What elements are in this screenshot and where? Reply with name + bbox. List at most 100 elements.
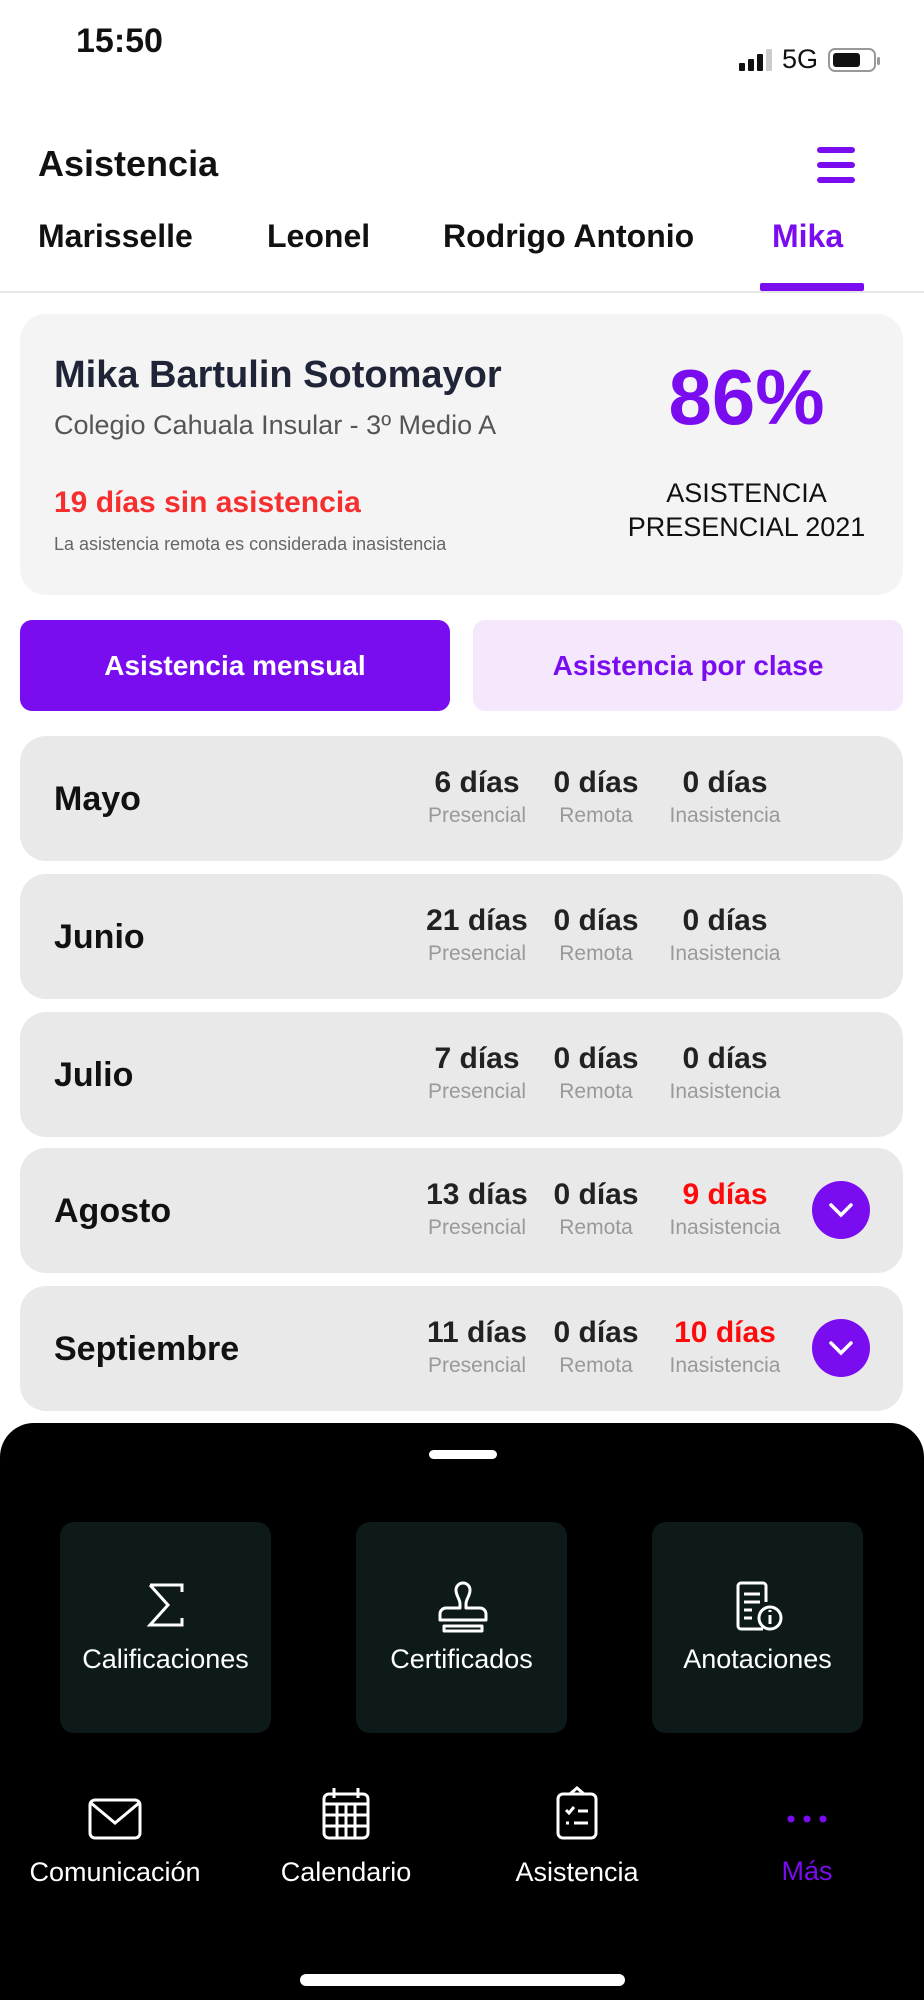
hamburger-menu-icon[interactable] (817, 147, 855, 183)
remota-column: 0 días Remota (531, 766, 661, 828)
remota-column: 0 días Remota (531, 904, 661, 966)
remote-note: La asistencia remota es considerada inas… (54, 534, 447, 554)
monthly-attendance-button[interactable]: Asistencia mensual (20, 620, 450, 711)
sheet-drag-handle[interactable] (429, 1450, 497, 1459)
attendance-percentage-label: ASISTENCIA PRESENCIAL 2021 (620, 476, 873, 544)
document-info-icon (736, 1581, 783, 1631)
presencial-value: 11 días (426, 1316, 528, 1349)
presencial-value: 13 días (426, 1178, 528, 1211)
month-row-junio: Junio 21 días Presencial 0 días Remota 0 días… (20, 874, 903, 999)
remota-value: 0 días (553, 1178, 639, 1211)
calendar-icon (322, 1788, 370, 1840)
presencial-column: 13 días Presencial (412, 1178, 542, 1240)
inasistencia-value: 0 días (682, 1042, 768, 1075)
remota-label: Remota (559, 1080, 633, 1103)
remota-column: 0 días Remota (531, 1316, 661, 1378)
nav-calendario[interactable]: Calendario (246, 1786, 446, 1888)
inasistencia-value: 9 días (682, 1178, 768, 1211)
month-row-mayo: Mayo 6 días Presencial 0 días Remota 0 días In… (20, 736, 903, 861)
chevron-down-icon[interactable] (812, 1181, 870, 1239)
remota-column: 0 días Remota (531, 1042, 661, 1104)
network-label: 5G (781, 44, 818, 74)
remota-value: 0 días (553, 904, 639, 937)
presencial-label: Presencial (427, 1216, 527, 1239)
tile-label: Calificaciones (82, 1644, 249, 1674)
month-name: Junio (54, 918, 145, 956)
presencial-column: 21 días Presencial (412, 904, 542, 966)
anotaciones-tile[interactable]: Anotaciones (652, 1522, 863, 1733)
inasistencia-label: Inasistencia (669, 942, 781, 965)
tab-rodrigo-antonio[interactable]: Rodrigo Antonio (443, 218, 695, 254)
tab-marisselle[interactable]: Marisselle (38, 218, 193, 254)
inasistencia-value: 0 días (682, 766, 768, 799)
inasistencia-column: 0 días Inasistencia (660, 766, 790, 828)
presencial-value: 7 días (434, 1042, 520, 1075)
percentage-label-line1: ASISTENCIA (666, 478, 827, 508)
inasistencia-label: Inasistencia (669, 1354, 781, 1377)
student-tabs: Marisselle Leonel Rodrigo Antonio Mika (0, 218, 924, 293)
nav-asistencia[interactable]: Asistencia (477, 1786, 677, 1888)
attendance-percentage: 86% (668, 353, 825, 441)
nav-mas[interactable]: Más (707, 1811, 907, 1887)
remota-label: Remota (559, 942, 633, 965)
month-name: Julio (54, 1056, 134, 1094)
tab-leonel[interactable]: Leonel (267, 218, 371, 254)
calificaciones-tile[interactable]: Calificaciones (60, 1522, 271, 1733)
student-summary-card: Mika Bartulin Sotomayor Colegio Cahuala … (20, 314, 903, 595)
nav-comunicacion[interactable]: Comunicación (15, 1798, 215, 1888)
presencial-value: 6 días (434, 766, 520, 799)
inasistencia-column: 0 días Inasistencia (660, 1042, 790, 1104)
inasistencia-column: 0 días Inasistencia (660, 904, 790, 966)
inasistencia-column: 10 días Inasistencia (660, 1316, 790, 1378)
nav-label: Comunicación (29, 1857, 201, 1887)
remota-value: 0 días (553, 1042, 639, 1075)
remota-value: 0 días (553, 766, 639, 799)
class-attendance-button[interactable]: Asistencia por clase (473, 620, 903, 711)
active-tab-indicator (760, 283, 864, 291)
status-time: 15:50 (76, 22, 163, 60)
remota-value: 0 días (553, 1316, 639, 1349)
nav-label: Asistencia (515, 1857, 639, 1887)
month-name: Mayo (54, 780, 141, 818)
tab-mika[interactable]: Mika (772, 218, 844, 254)
presencial-label: Presencial (427, 1080, 527, 1103)
presencial-label: Presencial (427, 804, 527, 827)
inasistencia-value: 0 días (682, 904, 768, 937)
nav-label: Más (781, 1856, 833, 1886)
presencial-label: Presencial (427, 942, 527, 965)
inasistencia-label: Inasistencia (669, 1216, 781, 1239)
student-name: Mika Bartulin Sotomayor (54, 354, 502, 396)
signal-icon (738, 48, 772, 71)
month-row-julio: Julio 7 días Presencial 0 días Remota 0 días I… (20, 1012, 903, 1137)
percentage-label-line2: PRESENCIAL 2021 (627, 512, 866, 542)
inasistencia-value: 10 días (674, 1316, 776, 1349)
month-row-agosto[interactable]: Agosto 13 días Presencial 0 días Remota 9 día… (20, 1148, 903, 1273)
remota-label: Remota (559, 1216, 633, 1239)
month-row-septiembre[interactable]: Septiembre 11 días Presencial 0 días Remota 1… (20, 1286, 903, 1411)
remota-column: 0 días Remota (531, 1178, 661, 1240)
month-name: Agosto (54, 1192, 172, 1230)
presencial-column: 11 días Presencial (412, 1316, 542, 1378)
tile-label: Anotaciones (683, 1644, 832, 1674)
status-indicators: 5G (738, 44, 880, 75)
home-indicator (300, 1974, 625, 1986)
student-school: Colegio Cahuala Insular - 3º Medio A (54, 410, 497, 440)
remota-label: Remota (559, 804, 633, 827)
inasistencia-column: 9 días Inasistencia (660, 1178, 790, 1240)
month-name: Septiembre (54, 1330, 240, 1368)
presencial-label: Presencial (427, 1354, 527, 1377)
chevron-down-icon[interactable] (812, 1319, 870, 1377)
presencial-column: 7 días Presencial (412, 1042, 542, 1104)
presencial-value: 21 días (426, 904, 528, 937)
envelope-icon (88, 1798, 142, 1840)
nav-label: Calendario (280, 1857, 412, 1887)
certificados-tile[interactable]: Certificados (356, 1522, 567, 1733)
tile-label: Certificados (390, 1644, 533, 1674)
absent-days: 19 días sin asistencia (54, 486, 361, 519)
stamp-icon (438, 1581, 488, 1633)
page-title: Asistencia (38, 143, 219, 184)
remota-label: Remota (559, 1354, 633, 1377)
sigma-icon (146, 1583, 184, 1627)
clipboard-icon (556, 1786, 598, 1840)
presencial-column: 6 días Presencial (412, 766, 542, 828)
